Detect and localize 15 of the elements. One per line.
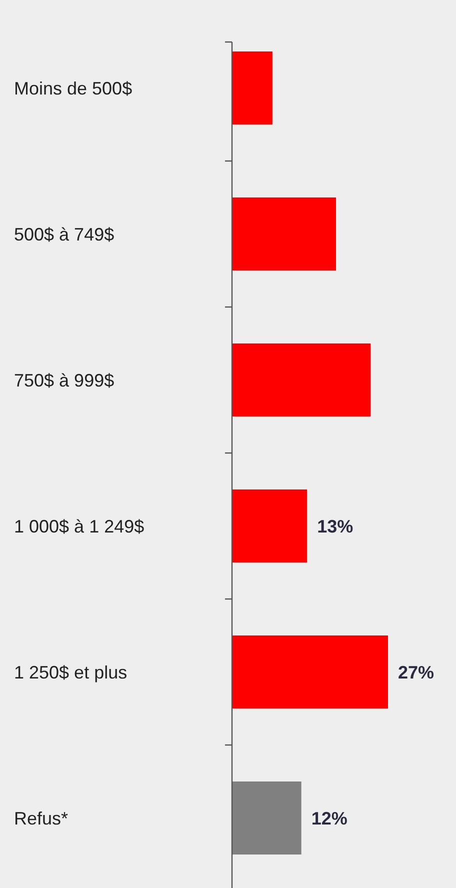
bar [232, 782, 302, 854]
y-tick-label: 1 250$ et plus [14, 662, 128, 682]
data-label: 13% [317, 516, 354, 536]
bar [232, 636, 388, 708]
bar [232, 52, 272, 124]
bar [232, 198, 336, 270]
y-tick-label: Refus* [14, 808, 68, 828]
data-label: 27% [398, 662, 434, 682]
y-tick-label: 500$ à 749$ [14, 224, 114, 244]
y-tick-label: 750$ à 999$ [14, 370, 114, 390]
bar [232, 490, 308, 562]
y-tick-label: Moins de 500$ [14, 78, 132, 98]
y-tick-label: 1 000$ à 1 249$ [14, 516, 144, 536]
data-label: 12% [311, 808, 348, 828]
bar [232, 344, 371, 416]
